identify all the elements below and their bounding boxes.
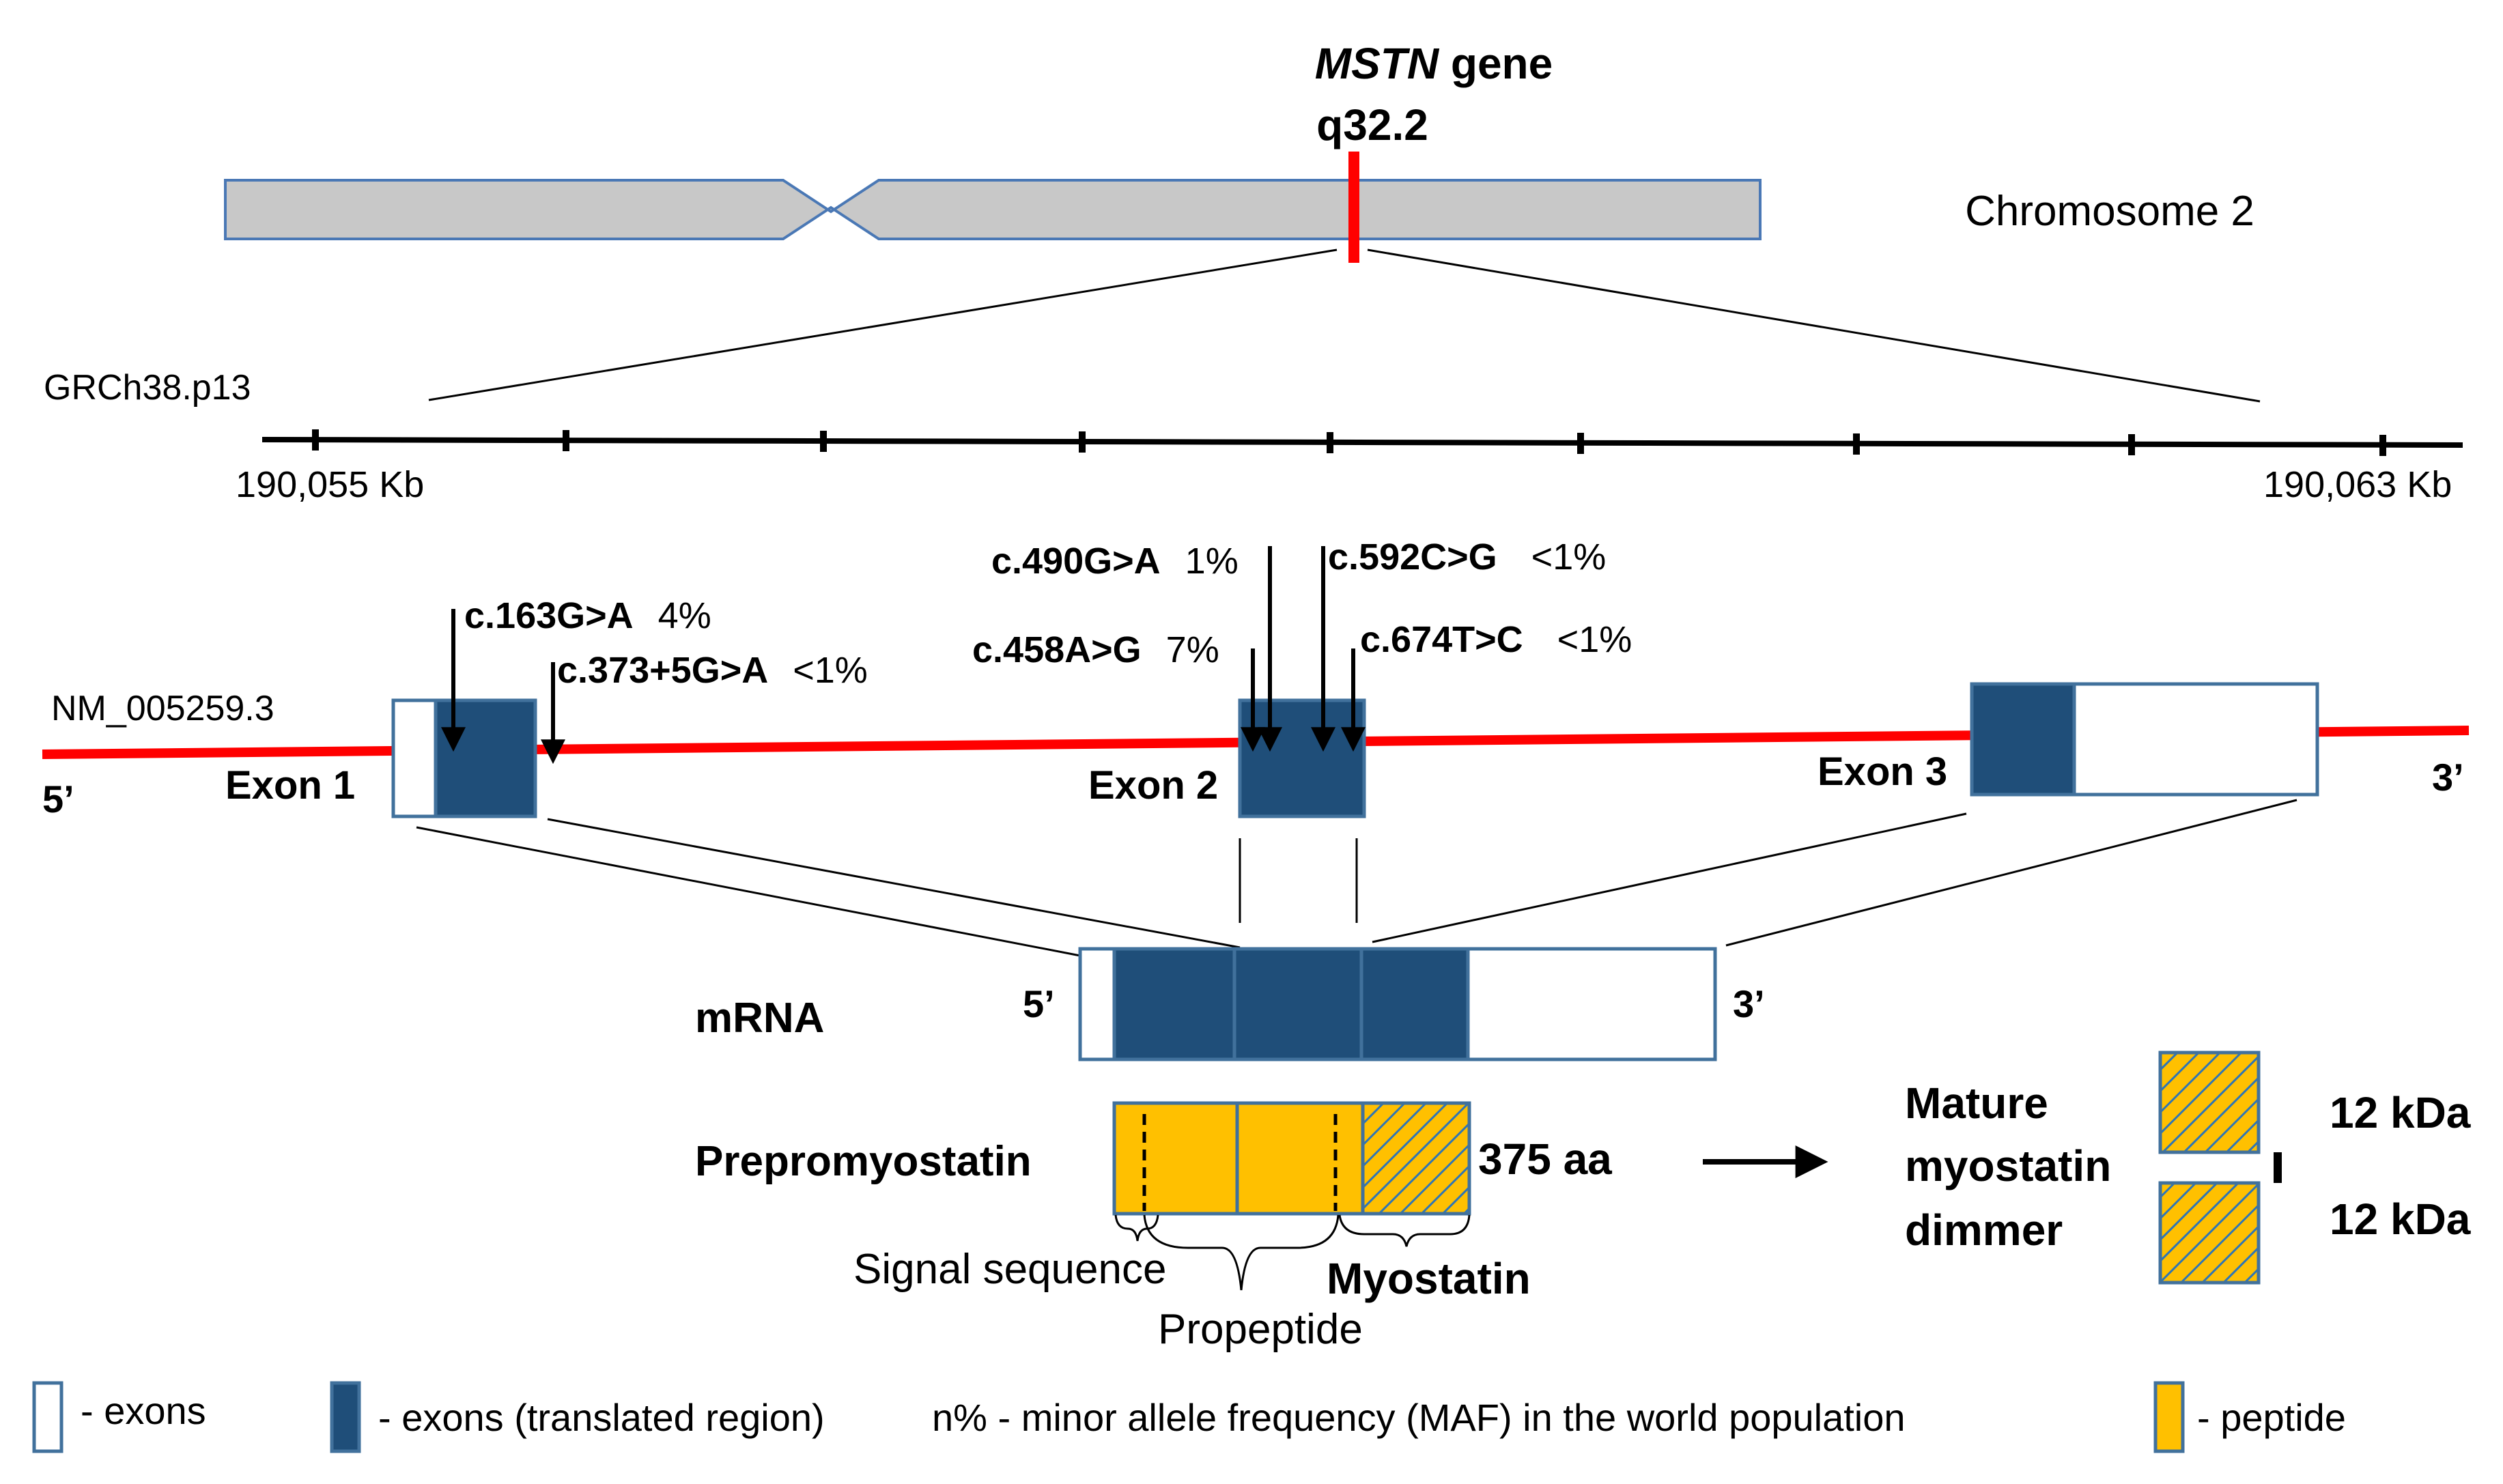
- legend-translated-swatch: [330, 1381, 361, 1453]
- mature-label-line-1: Mature: [1905, 1079, 2048, 1128]
- splice-lines: [416, 799, 2297, 957]
- protein-length: 375 aa: [1478, 1135, 1612, 1184]
- chromosome-2: MSTN gene q32.2 Chromosome 2: [224, 39, 2254, 263]
- scale-start-label: 190,055 Kb: [236, 464, 424, 505]
- three-prime-label: 3’: [2432, 756, 2464, 799]
- mature-label-line-2: myostatin: [1905, 1141, 2111, 1190]
- legend-peptide-swatch: [2153, 1381, 2185, 1453]
- prepromyostatin: Prepromyostatin 375 aa Signal sequence P…: [695, 1101, 1612, 1353]
- exon-2-label: Exon 2: [1088, 763, 1218, 808]
- monomer-top-size: 12 kDa: [2330, 1088, 2471, 1137]
- scale-end-label: 190,063 Kb: [2263, 464, 2452, 505]
- dimer-monomer-bottom: [2158, 1181, 2261, 1285]
- zoom-line-left: [428, 248, 1338, 401]
- myostatin-segment: [1361, 1101, 1471, 1216]
- exon-1-utr: [391, 698, 438, 818]
- propeptide-label: Propeptide: [1158, 1306, 1363, 1353]
- five-prime-label: 5’: [42, 777, 74, 821]
- gene-structure: NM_005259.3 5’ 3’ Exon 1 Exon 2 Exon 3: [42, 682, 2470, 821]
- mrna-label: mRNA: [695, 995, 824, 1042]
- variant-label: c.490G>A 1%: [991, 541, 1239, 582]
- exon-3-utr: [2072, 682, 2319, 797]
- transcript-label: NM_005259.3: [51, 689, 274, 728]
- propeptide-brace: [1143, 1214, 1340, 1291]
- myostatin-label: Myostatin: [1327, 1254, 1531, 1303]
- exon-3-label: Exon 3: [1818, 750, 1947, 794]
- legend-maf-label: n% - minor allele frequency (MAF) in the…: [932, 1396, 1906, 1439]
- monomer-bottom-size: 12 kDa: [2330, 1195, 2471, 1244]
- mrna-utr-3: [1466, 947, 1717, 1061]
- exon-1-coding: [434, 698, 537, 818]
- legend-exon-swatch: [32, 1381, 63, 1453]
- dimer-monomer-top: [2158, 1051, 2261, 1154]
- propeptide-segment-1: [1112, 1101, 1239, 1216]
- zoom-line-right: [1367, 248, 2261, 403]
- splice-line: [416, 826, 1081, 957]
- mrna-five-prime: 5’: [1023, 982, 1055, 1025]
- propeptide-segment-2: [1235, 1101, 1365, 1216]
- variant-label: c.163G>A 4%: [464, 595, 711, 636]
- variant-label: c.674T>C <1%: [1360, 619, 1632, 660]
- chromosome-body: [224, 179, 1762, 240]
- signal-sequence-label: Signal sequence: [853, 1246, 1166, 1293]
- assembly-label: GRCh38.p13: [44, 368, 251, 408]
- legend-exons-label: - exons: [81, 1389, 206, 1432]
- mrna-exon-2: [1232, 947, 1363, 1061]
- exon-3-coding: [1970, 682, 2076, 797]
- mrna-three-prime: 3’: [1733, 982, 1765, 1025]
- variants: [441, 546, 1366, 765]
- splice-line: [1372, 812, 1967, 943]
- splice-line: [1725, 799, 2297, 947]
- signal-brace: [1114, 1214, 1159, 1242]
- mrna: mRNA 5’ 3’: [695, 947, 1765, 1061]
- mrna-exon-1: [1112, 947, 1236, 1061]
- exon-1-label: Exon 1: [225, 763, 355, 808]
- mature-myostatin-dimer: Mature myostatin dimmer 12 kDa 12 kDa: [1905, 1051, 2471, 1285]
- scale-axis: [261, 437, 2463, 448]
- legend-peptide-label: - peptide: [2197, 1396, 2346, 1439]
- variant-labels: c.163G>A 4% c.373+5G>A <1% c.490G>A 1% c.45…: [464, 537, 1632, 691]
- protein-label: Prepromyostatin: [695, 1138, 1032, 1185]
- legend-translated-label: - exons (translated region): [378, 1396, 825, 1439]
- variant-label: c.373+5G>A <1%: [557, 650, 868, 691]
- mrna-utr-5: [1078, 947, 1116, 1061]
- legend: - exons - exons (translated region) n% -…: [32, 1381, 2346, 1453]
- variant-label: c.592C>G <1%: [1328, 537, 1606, 577]
- exon-2-coding: [1238, 698, 1366, 818]
- scale-ticks: [312, 429, 2386, 456]
- myostatin-brace: [1338, 1214, 1471, 1247]
- splice-line: [547, 818, 1241, 949]
- mrna-exon-3: [1359, 947, 1470, 1061]
- locus-band-label: q32.2: [1316, 100, 1428, 149]
- genomic-scale: GRCh38.p13 190,055 Kb 190,063 Kb: [44, 368, 2463, 505]
- variant-label: c.458A>G 7%: [972, 629, 1219, 670]
- locus-gene-label: MSTN gene: [1315, 39, 1553, 88]
- mature-label-line-3: dimmer: [1905, 1205, 2063, 1255]
- chromosome-name: Chromosome 2: [1965, 188, 2254, 235]
